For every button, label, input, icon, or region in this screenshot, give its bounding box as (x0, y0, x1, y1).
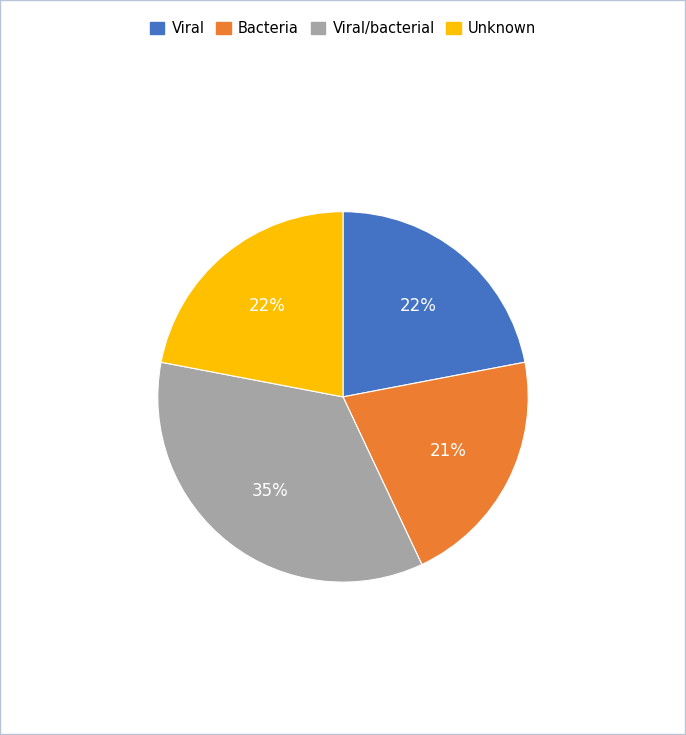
Text: 22%: 22% (400, 296, 437, 315)
Text: 35%: 35% (252, 481, 289, 500)
Wedge shape (161, 212, 343, 397)
Legend: Viral, Bacteria, Viral/bacterial, Unknown: Viral, Bacteria, Viral/bacterial, Unknow… (144, 15, 542, 42)
Text: 21%: 21% (430, 442, 467, 459)
Wedge shape (343, 362, 528, 564)
Text: 22%: 22% (249, 296, 286, 315)
Wedge shape (343, 212, 525, 397)
Wedge shape (158, 362, 422, 582)
